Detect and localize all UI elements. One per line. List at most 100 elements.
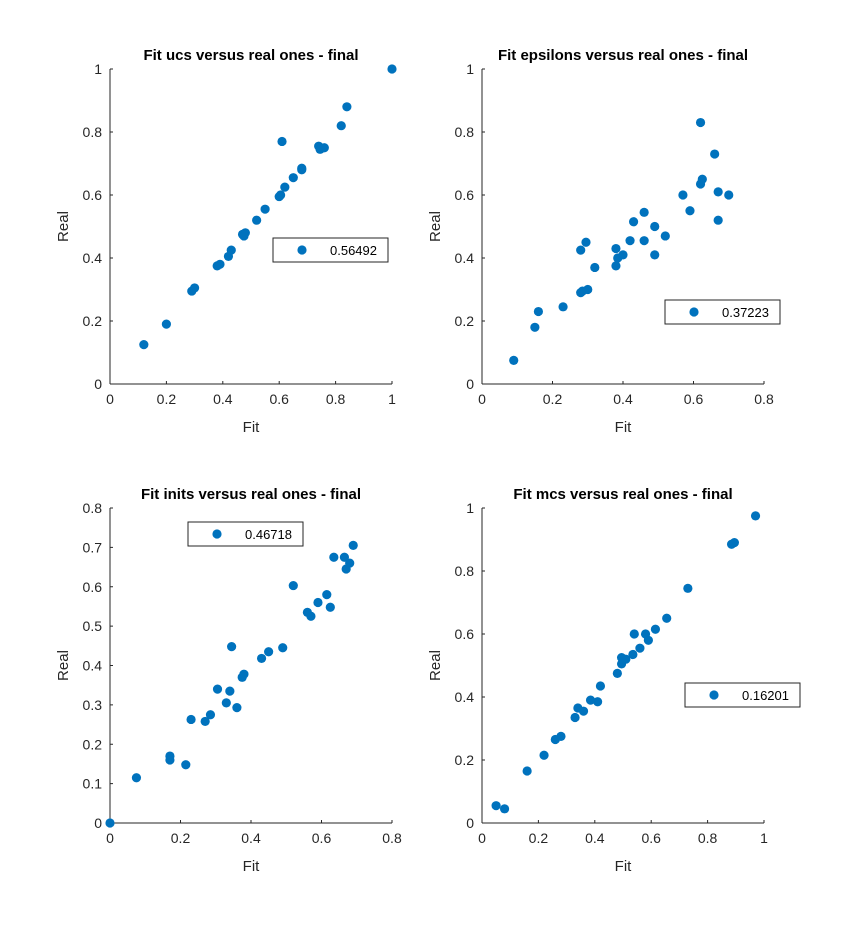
legend-box [684,682,801,708]
data-point [621,654,631,664]
legend-box [187,521,304,547]
data-point [239,231,249,241]
y-tick-label: 0.1 [83,776,103,792]
y-tick-label: 1 [466,61,474,77]
x-tick-label: 1 [760,830,768,846]
x-axis-label: Fit [615,419,632,436]
data-point [530,322,540,332]
data-point [205,710,216,720]
x-tick-label: 0.8 [382,830,402,846]
data-point [522,766,532,776]
data-point [329,552,339,562]
y-tick-label: 1 [94,61,102,77]
y-tick-label: 0.2 [455,313,475,329]
data-point [593,697,603,707]
data-point [635,643,645,653]
y-axis-label: Real [427,650,444,681]
y-tick-label: 0.4 [83,658,103,674]
data-point [165,755,175,765]
x-tick-label: 0.4 [585,830,605,846]
y-tick-label: 0.6 [455,187,475,203]
subplot-1: 0 0.2 0.4 0.6 0.8 1 0 0.2 0.4 0.6 0.8 1 Fit ucs vers… [55,47,397,436]
subplot-4: 0 0.2 0.4 0.6 0.8 1 0 0.2 0.4 0.6 0.8 1 Fit mcs vers… [427,486,801,875]
data-point [181,760,191,770]
y-tick-label: 0.4 [455,250,475,266]
chart-title: Fit inits versus real ones - final [141,486,361,503]
y-axis-label: Real [55,650,72,681]
y-tick-label: 0.8 [455,124,475,140]
y-tick-label: 0.7 [83,539,103,555]
y-tick-label: 0 [466,815,474,831]
data-point [612,668,622,678]
data-point [139,340,149,350]
data-point [750,511,761,521]
y-tick-label: 0 [94,376,102,392]
x-tick-label: 0.6 [312,830,332,846]
data-point [226,245,236,255]
data-point [533,306,544,317]
data-point [618,250,628,260]
data-point [576,245,586,255]
data-point [345,558,355,568]
x-tick-label: 0.6 [684,391,704,407]
y-tick-label: 0.4 [455,689,475,705]
data-point [628,649,638,660]
data-point [387,64,397,74]
data-point [280,182,290,192]
data-point [713,187,723,197]
data-point [212,684,223,694]
y-tick-label: 0.2 [83,736,103,752]
data-point [313,597,323,608]
data-point [695,117,706,128]
data-point [585,695,596,705]
data-point [729,538,739,548]
data-point [256,653,267,664]
data-point [583,284,593,295]
data-point [713,215,723,225]
data-point [264,647,274,657]
data-point [342,102,352,112]
x-axis-label: Fit [615,858,632,875]
legend: 0.56492 [272,237,389,263]
data-point [252,215,262,225]
x-tick-label: 0.6 [269,391,289,407]
legend: 0.16201 [684,682,801,708]
data-point [200,716,210,727]
data-point [186,714,196,725]
data-point [556,731,566,741]
data-point [276,190,286,200]
legend-box [664,299,781,325]
data-point [161,319,171,329]
chart-title: Fit ucs versus real ones - final [143,47,358,64]
data-point [131,773,142,783]
data-point [590,262,600,273]
data-point [710,149,720,159]
data-point [660,231,670,241]
data-point [629,629,639,639]
x-tick-label: 0.2 [171,830,191,846]
y-tick-label: 0 [94,815,102,831]
data-point [650,624,661,634]
data-point [306,611,316,621]
data-point [499,804,510,814]
legend-label: 0.37223 [722,305,769,320]
x-tick-label: 0.8 [698,830,718,846]
y-tick-label: 0.8 [83,500,103,516]
y-tick-label: 0.6 [455,626,475,642]
data-point [625,236,635,246]
legend-label: 0.56492 [330,243,377,258]
data-point [639,207,649,217]
data-point [278,643,288,653]
subplot-3: 0 0.2 0.4 0.6 0.8 0 0.1 0.2 0.3 0.4 0.5 0.6 0.7 0.8 Fi… [55,486,402,875]
data-point [558,302,568,312]
data-point [105,818,115,828]
y-tick-label: 0.5 [83,618,103,634]
x-tick-label: 0 [478,830,486,846]
data-point [297,163,307,173]
data-point [491,801,501,811]
x-tick-label: 0 [478,391,486,407]
x-tick-label: 0.4 [613,391,633,407]
y-tick-label: 0.6 [83,187,103,203]
y-tick-label: 1 [466,500,474,516]
